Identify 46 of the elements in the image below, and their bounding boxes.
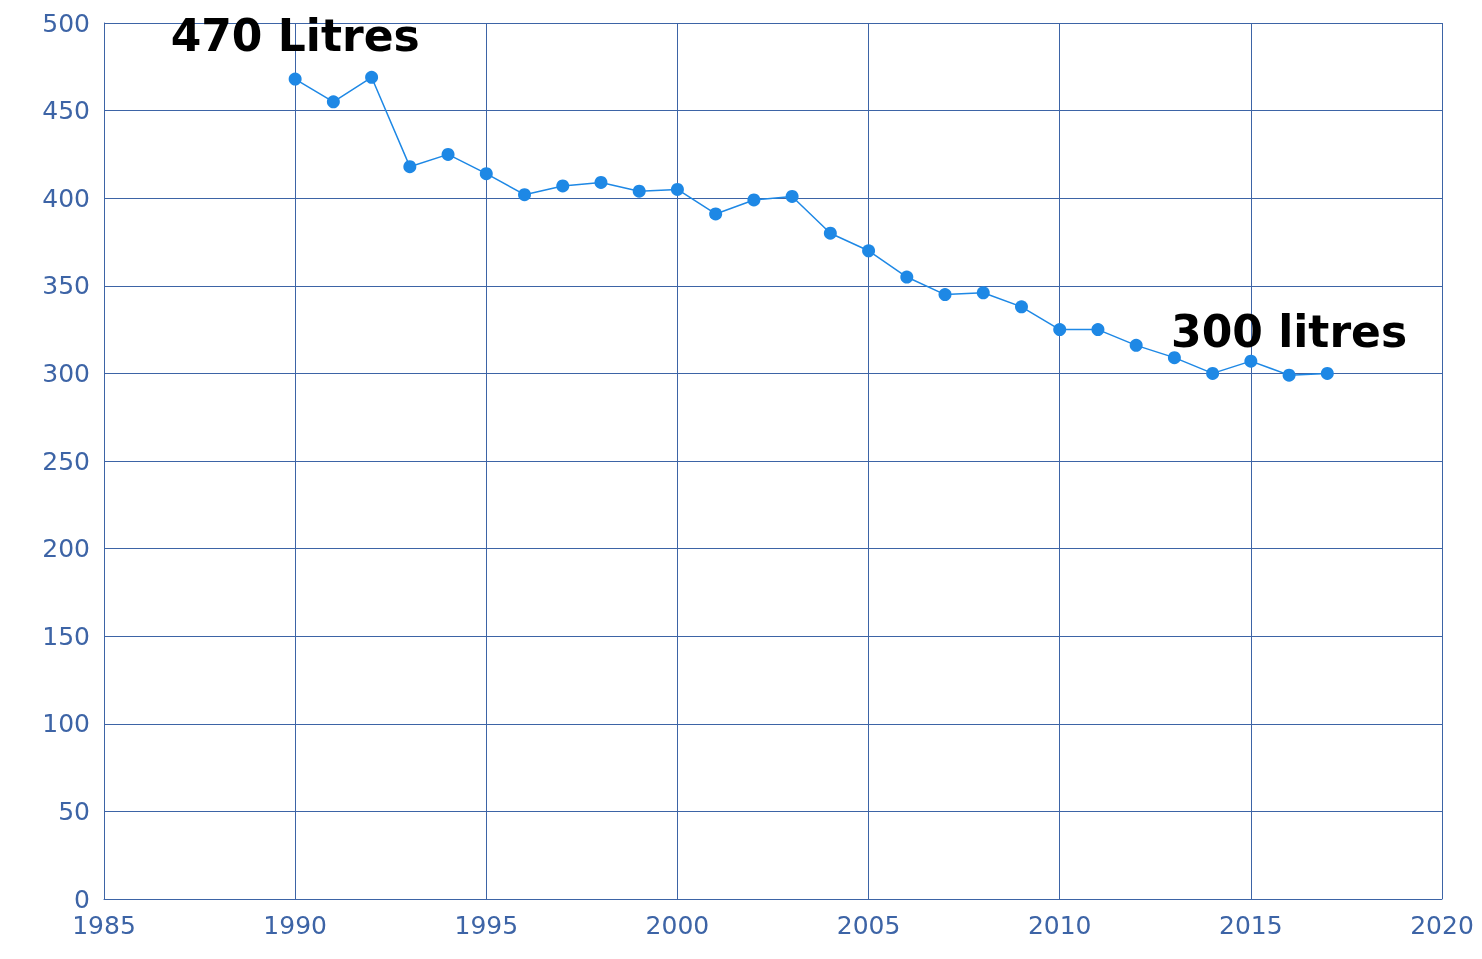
x-tick-label: 1985 [72,911,136,940]
x-tick-label: 2000 [645,911,710,940]
point [632,184,646,198]
y-tick-label: 100 [42,709,90,739]
point [785,189,799,203]
x-tick-label: 2005 [836,911,901,940]
y-tick-label: 350 [42,271,90,301]
point [326,95,340,109]
point [1282,368,1296,382]
x-tick-label: 1995 [454,911,519,940]
point [441,147,455,161]
point [938,288,952,302]
point [900,270,914,284]
x-tick-label: 2015 [1219,911,1283,940]
point [518,188,532,202]
y-tick-label: 200 [42,534,90,564]
x-tick-label: 2010 [1027,911,1092,940]
point [1053,323,1067,337]
y-tick-label: 450 [42,96,90,126]
point [594,175,608,189]
point [365,70,379,84]
y-tick-label: 50 [58,796,90,826]
y-tick-label: 0 [74,884,90,914]
y-tick-label: 150 [42,621,90,651]
point [709,207,723,221]
point [1320,366,1334,380]
point [747,193,761,207]
y-tick-label: 250 [42,446,90,476]
y-tick-label: 500 [42,8,90,38]
point [670,182,684,196]
point [403,160,417,174]
point [288,72,302,86]
point [823,226,837,240]
point [1091,323,1105,337]
point [1129,338,1143,352]
point [556,179,570,193]
point [976,286,990,300]
x-tick-label: 1990 [263,911,327,940]
point [1244,354,1258,368]
x-tick-label: 2020 [1410,911,1474,940]
point [479,167,493,181]
point [862,244,876,258]
y-tick-label: 400 [42,183,90,213]
point [1206,366,1220,380]
y-tick-label: 300 [42,358,90,388]
point [1015,300,1028,314]
